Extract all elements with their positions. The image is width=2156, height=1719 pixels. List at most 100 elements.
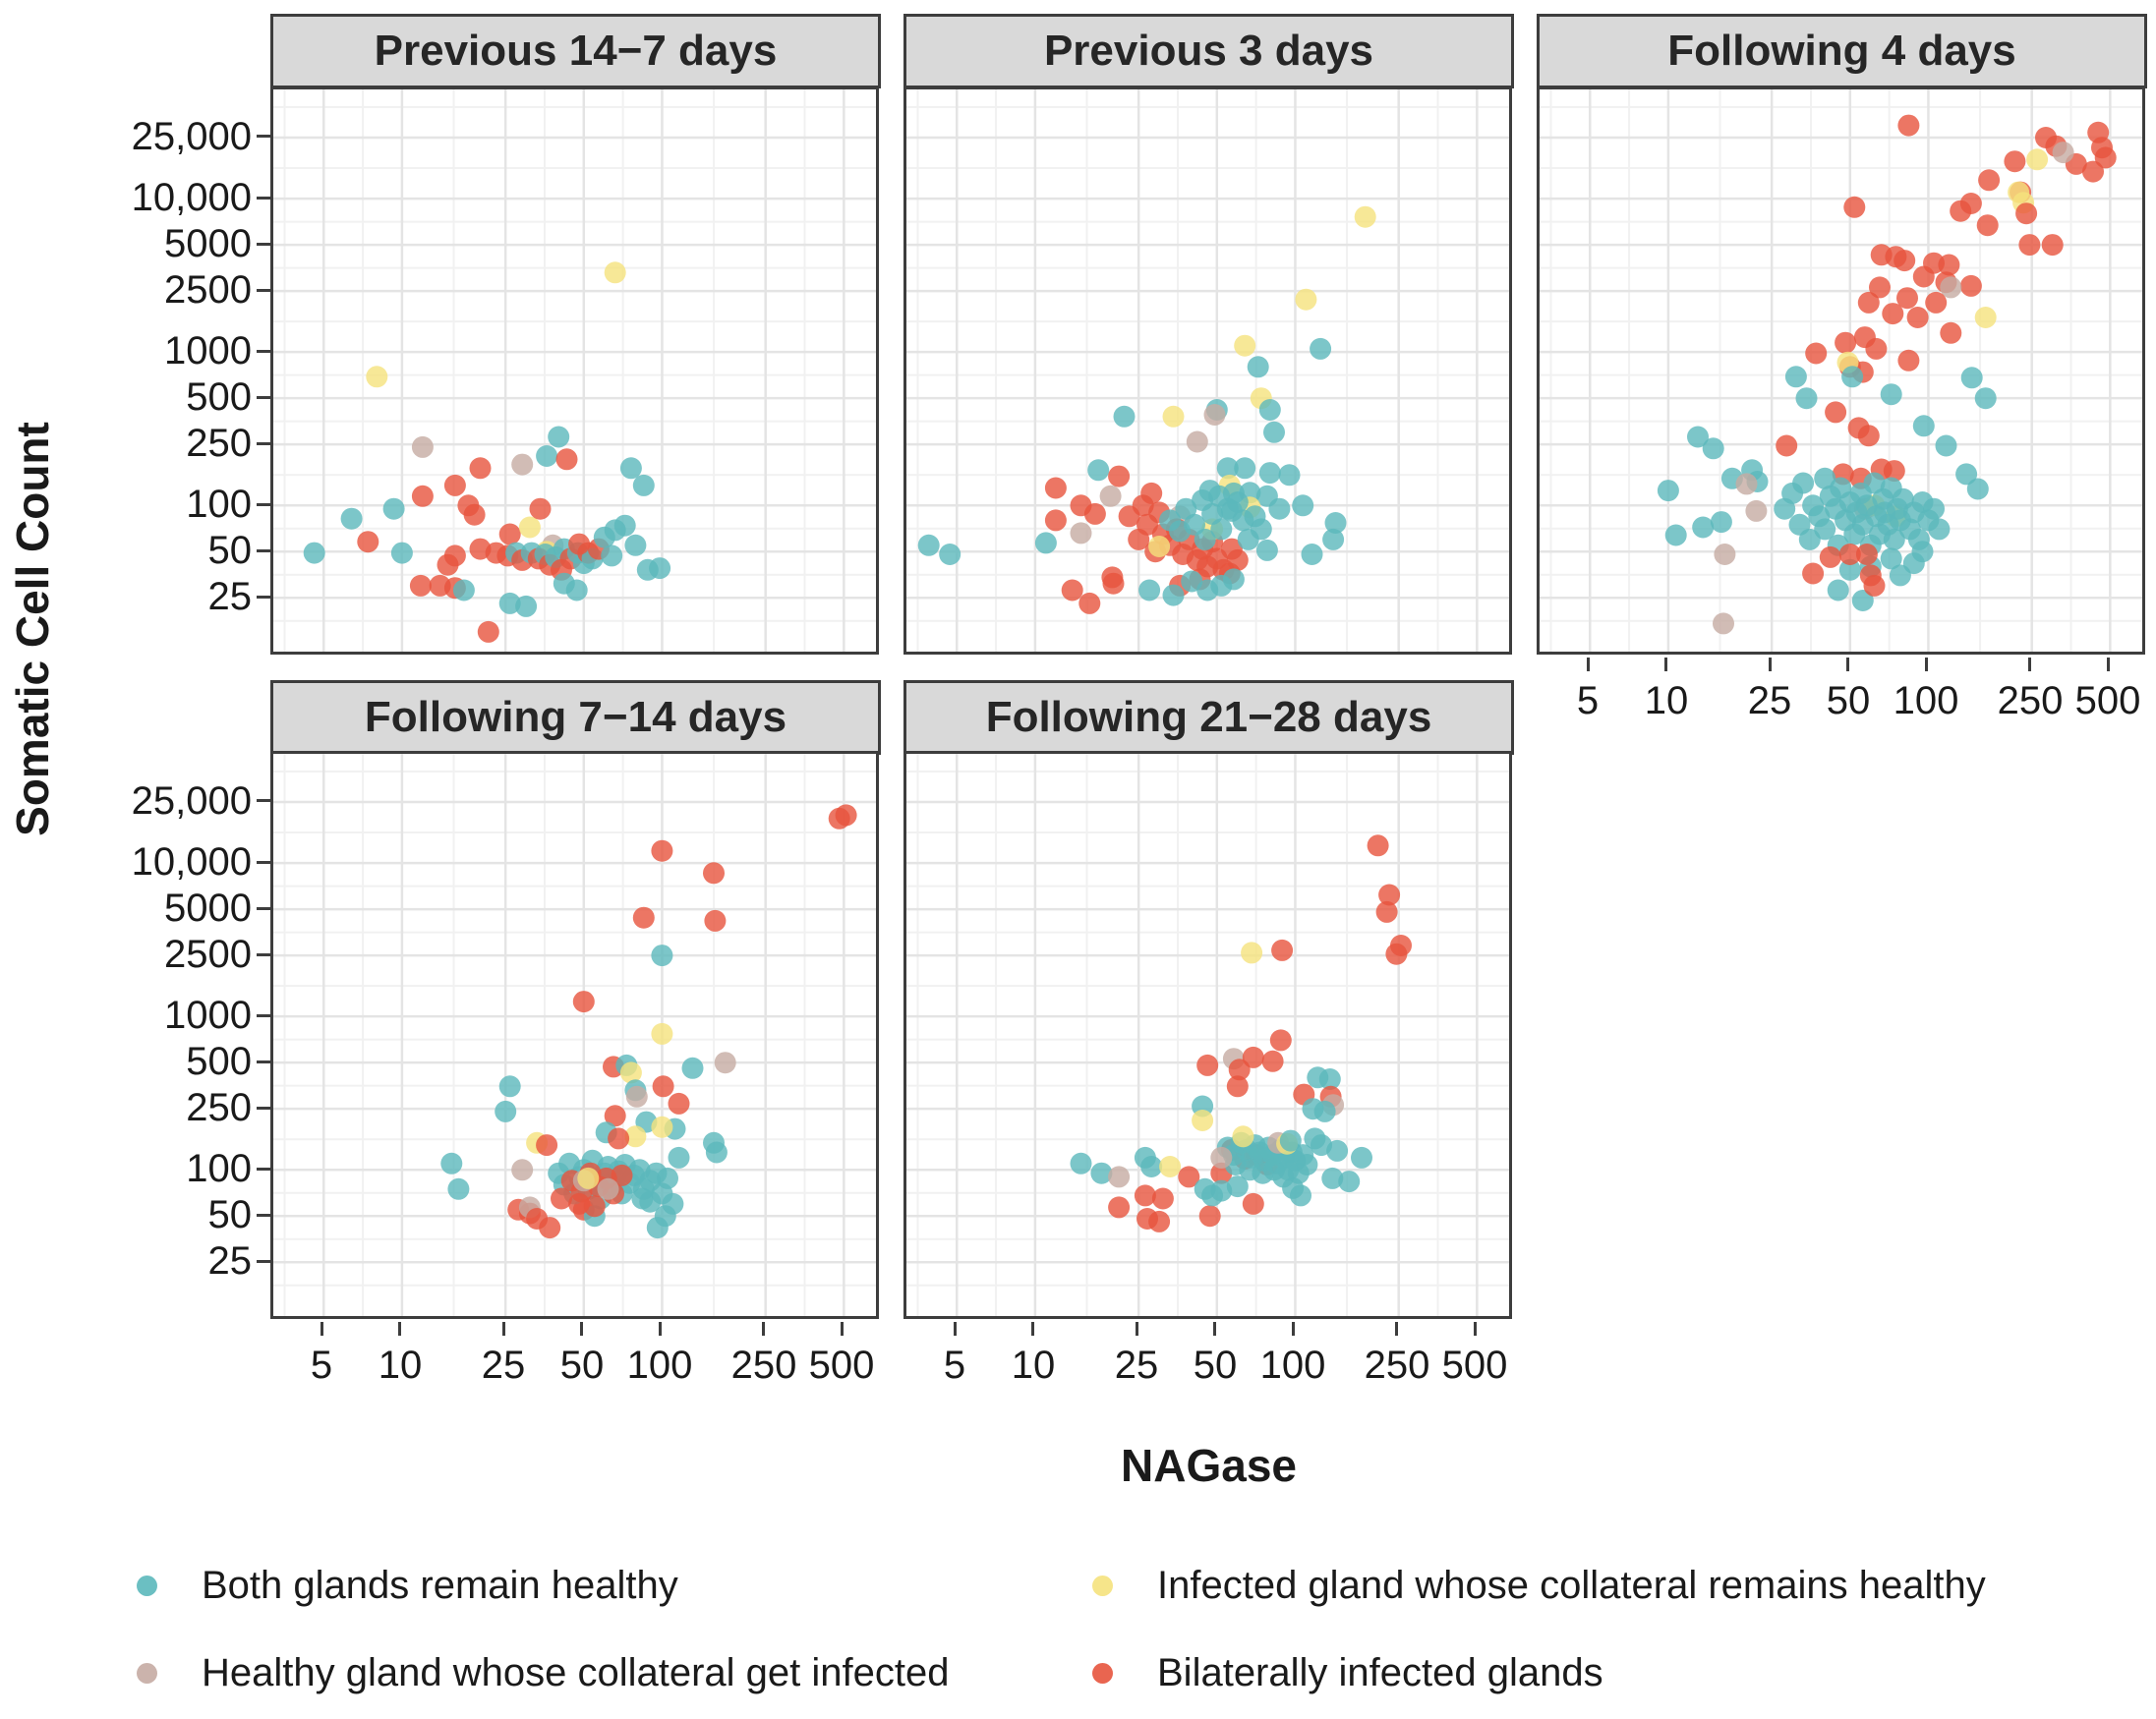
data-point — [604, 261, 626, 284]
data-point — [1911, 541, 1934, 563]
data-point — [1321, 1167, 1344, 1189]
data-point — [2082, 160, 2104, 183]
data-point — [1242, 1046, 1264, 1068]
data-point — [619, 457, 642, 480]
data-point — [1263, 421, 1285, 443]
data-point — [1897, 349, 1920, 372]
facet-title: Following 4 days — [1667, 27, 2016, 75]
data-point — [917, 534, 940, 556]
data-point — [382, 497, 405, 520]
facet-title: Previous 3 days — [1043, 27, 1374, 75]
data-point — [1735, 473, 1758, 495]
data-point — [1113, 405, 1136, 428]
y-tick-label: 5000 — [164, 887, 252, 930]
data-point — [1090, 1162, 1113, 1184]
data-point — [1883, 528, 1905, 550]
data-point — [1838, 558, 1861, 581]
x-tick-mark — [762, 1322, 765, 1336]
data-point — [1196, 1054, 1219, 1076]
y-tick-label: 25,000 — [131, 115, 252, 158]
data-point — [1159, 509, 1182, 532]
data-point — [1234, 457, 1256, 480]
data-point — [649, 557, 671, 580]
data-point — [668, 1092, 690, 1115]
data-point — [1912, 265, 1935, 288]
data-point — [1819, 545, 1841, 568]
y-tick-label: 5000 — [164, 222, 252, 265]
data-point — [1087, 459, 1110, 482]
x-tick-mark — [1664, 658, 1667, 671]
data-point — [2026, 148, 2049, 171]
data-point — [624, 1125, 647, 1148]
data-point — [1061, 579, 1083, 602]
data-point — [1912, 415, 1935, 437]
x-tick-mark — [841, 1322, 844, 1336]
data-point — [835, 804, 857, 827]
data-point — [463, 503, 486, 526]
y-tick-label: 2500 — [164, 933, 252, 976]
data-point — [704, 909, 727, 932]
data-point — [518, 516, 541, 539]
data-point — [619, 1061, 642, 1084]
y-tick-label: 2500 — [164, 268, 252, 312]
data-point — [1955, 463, 1978, 486]
data-point — [2094, 146, 2117, 169]
data-point — [705, 1141, 728, 1164]
y-tick-mark — [257, 549, 270, 552]
data-point — [498, 592, 521, 614]
data-point — [1855, 544, 1878, 565]
x-tick-mark — [1395, 1322, 1398, 1336]
data-point — [1198, 1205, 1221, 1228]
data-point — [1118, 505, 1140, 528]
y-tick-mark — [257, 1014, 270, 1017]
x-tick-label: 100 — [1259, 1344, 1326, 1387]
legend-key-dot — [1092, 1576, 1113, 1596]
y-axis-title: Somatic Cell Count — [7, 422, 58, 836]
x-tick-mark — [1031, 1322, 1034, 1336]
data-point — [939, 544, 961, 565]
data-point — [1099, 485, 1122, 507]
data-point — [624, 534, 647, 556]
x-tick-label: 500 — [808, 1344, 875, 1387]
data-point — [572, 991, 595, 1013]
x-tick-mark — [1136, 1322, 1138, 1336]
data-point — [539, 1217, 561, 1239]
data-point — [1798, 528, 1821, 550]
data-point — [1795, 387, 1818, 410]
data-point — [1338, 1171, 1361, 1193]
data-point — [651, 1022, 673, 1045]
data-point — [1978, 169, 2001, 192]
data-point — [608, 1127, 630, 1150]
y-tick-label: 250 — [186, 1086, 252, 1129]
y-tick-label: 50 — [207, 1193, 253, 1236]
data-point — [1232, 1125, 1254, 1148]
data-point — [1313, 1100, 1336, 1122]
data-point — [597, 1177, 619, 1200]
legend-label: Infected gland whose collateral remains … — [1157, 1564, 1986, 1607]
data-point — [303, 542, 325, 564]
facet-plot-area — [1537, 86, 2145, 655]
data-point — [565, 579, 588, 602]
x-tick-mark — [1587, 658, 1590, 671]
data-point — [1269, 1029, 1292, 1052]
data-point — [1222, 568, 1245, 591]
x-tick-mark — [1474, 1322, 1477, 1336]
data-point — [1664, 524, 1687, 546]
x-axis-title: NAGase — [1121, 1440, 1297, 1491]
data-point — [714, 1052, 736, 1074]
data-point — [447, 1177, 470, 1200]
x-tick-label: 500 — [2074, 679, 2141, 722]
y-tick-mark — [257, 350, 270, 353]
data-point — [1923, 497, 1945, 520]
data-point — [1290, 1184, 1311, 1207]
x-tick-mark — [2028, 658, 2031, 671]
data-point — [1880, 383, 1902, 406]
data-point — [2015, 202, 2038, 225]
data-point — [1279, 1129, 1302, 1152]
data-point — [651, 1116, 673, 1138]
facet-plot-area — [903, 86, 1512, 655]
x-tick-mark — [1846, 658, 1849, 671]
data-point — [1745, 499, 1768, 522]
y-tick-label: 25 — [207, 575, 253, 618]
